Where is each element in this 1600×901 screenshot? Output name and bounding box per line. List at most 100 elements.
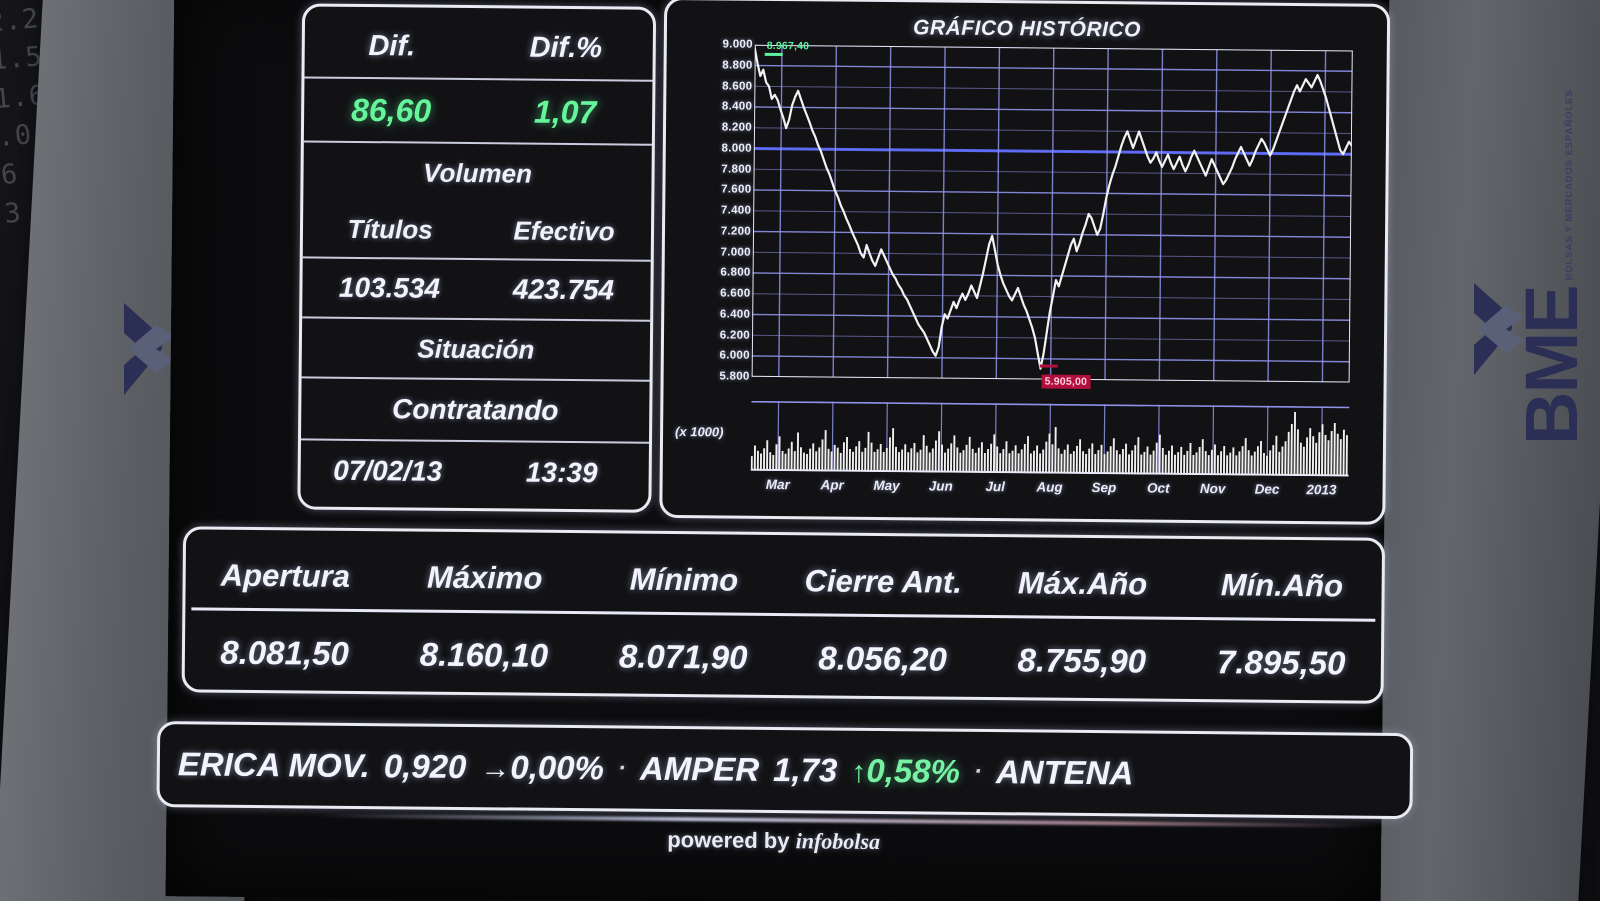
chart-x-tick: May xyxy=(873,477,900,494)
volume-bar xyxy=(1318,432,1321,477)
volume-bar xyxy=(845,436,849,472)
ticker-change: ↑0,58% xyxy=(851,751,961,790)
volume-bar xyxy=(968,436,971,473)
volume-bar xyxy=(1183,454,1186,475)
stats-value-cell: 8.081,50 xyxy=(220,633,350,672)
volume-bar xyxy=(858,441,861,472)
volume-bar xyxy=(956,447,959,473)
volume-bar xyxy=(1121,448,1124,475)
volume-bar xyxy=(753,445,756,471)
volume-bar xyxy=(1204,451,1207,476)
volume-bar xyxy=(974,452,977,473)
powered-by-prefix: powered by xyxy=(667,826,790,854)
volume-bar xyxy=(1066,444,1069,474)
volume-bar xyxy=(916,452,919,473)
volume-bar xyxy=(910,448,913,473)
volume-bar xyxy=(922,435,925,473)
ticker-separator: · xyxy=(617,754,627,782)
volume-bar xyxy=(1005,441,1008,474)
volume-bar xyxy=(1222,445,1226,476)
volume-bar xyxy=(870,442,873,472)
volume-bar xyxy=(1038,453,1042,474)
volume-bar xyxy=(928,452,931,473)
volume-bar xyxy=(1293,411,1297,476)
quote-date: 07/02/13 xyxy=(333,454,443,487)
volume-bar xyxy=(1008,453,1011,474)
volume-bar xyxy=(1127,454,1130,475)
volume-bar xyxy=(992,434,996,474)
volume-bar xyxy=(925,445,928,473)
volume-bar xyxy=(965,444,968,473)
chart-x-tick: Jul xyxy=(985,478,1006,495)
volume-bar xyxy=(959,452,962,473)
volume-bar xyxy=(1063,449,1066,474)
volume-bar xyxy=(1060,453,1063,474)
volume-bar xyxy=(971,448,974,473)
bme-tagline-right: BOLSAS Y MERCADOS ESPAÑOLES xyxy=(1564,89,1575,281)
volume-bar xyxy=(999,453,1002,474)
volume-bar xyxy=(808,448,812,472)
volume-bar xyxy=(778,436,781,472)
volume-bar xyxy=(1281,446,1284,476)
volume-bar xyxy=(796,432,799,472)
volume-bar xyxy=(1173,454,1176,475)
volume-bar xyxy=(879,443,882,472)
volume-bar xyxy=(1176,452,1180,475)
powered-by-footer: powered by infobolsa xyxy=(166,822,1381,860)
volume-bar xyxy=(1167,450,1170,475)
volume-bar xyxy=(1045,441,1048,474)
volume-bar xyxy=(1189,442,1192,475)
volume-bar xyxy=(907,452,910,473)
volume-bar xyxy=(888,437,891,473)
titulos-value: 103.534 xyxy=(338,271,441,304)
volume-bar xyxy=(876,449,879,472)
volume-bar xyxy=(1265,455,1268,476)
volume-bar xyxy=(900,449,904,473)
volume-bar xyxy=(1164,454,1167,475)
volume-bar xyxy=(885,448,888,473)
max-annotation-marker xyxy=(764,53,783,57)
volume-bar xyxy=(950,443,953,473)
volume-bar xyxy=(934,440,937,473)
chart-y-tick: 7.200 xyxy=(720,225,752,238)
volumen-label: Volumen xyxy=(423,157,533,189)
volume-bar xyxy=(1198,447,1201,476)
bme-wordmark-right: BME xyxy=(1474,282,1593,445)
volume-bar xyxy=(772,454,775,471)
ticker-symbol[interactable]: ERICA MOV. xyxy=(177,745,370,785)
chart-x-tick: Sep xyxy=(1091,480,1117,496)
volume-chart-svg xyxy=(750,400,1350,477)
volume-bar xyxy=(1155,442,1158,475)
volume-bar xyxy=(1287,431,1290,476)
volume-bar xyxy=(756,450,759,471)
chart-y-tick: 7.800 xyxy=(721,162,752,176)
volume-bar xyxy=(1124,443,1128,475)
volume-bar xyxy=(1296,429,1299,477)
volume-bar xyxy=(1244,438,1247,476)
ticker-symbol[interactable]: ANTENA xyxy=(995,753,1134,792)
volume-bar xyxy=(1149,454,1152,475)
volume-units-label: (x 1000) xyxy=(675,424,724,440)
dif-pct-header: Dif.% xyxy=(529,31,603,64)
volume-bar xyxy=(1103,454,1106,475)
volume-bar xyxy=(1216,455,1219,476)
volume-bar xyxy=(1069,453,1072,474)
dif-header: Dif. xyxy=(368,29,416,63)
chart-y-tick: 6.200 xyxy=(719,328,751,342)
volume-bar xyxy=(1305,437,1309,477)
stats-value-cell: 8.071,90 xyxy=(618,637,748,676)
volume-bar xyxy=(1256,446,1259,476)
ticker-panel: ERICA MOV. 0,920 →0,00% · AMPER 1,73 ↑0,58% · AN… xyxy=(156,721,1414,820)
volume-bar xyxy=(1032,450,1035,474)
volume-bar xyxy=(1137,437,1140,475)
volume-bar xyxy=(1345,435,1348,477)
volume-bar xyxy=(980,442,983,473)
quote-time: 13:39 xyxy=(525,456,598,489)
ticker-strip: ERICA MOV. 0,920 →0,00% · AMPER 1,73 ↑0,58% · AN… xyxy=(177,724,1134,813)
volume-bar xyxy=(1235,455,1238,476)
ticker-symbol[interactable]: AMPER xyxy=(639,749,760,788)
volume-bar xyxy=(1210,449,1213,476)
chart-y-tick: 8.600 xyxy=(722,79,753,93)
chart-y-axis-labels: 9.000 8.800 8.600 8.400 8.200 8.000 7.800 7.600… xyxy=(678,38,753,382)
